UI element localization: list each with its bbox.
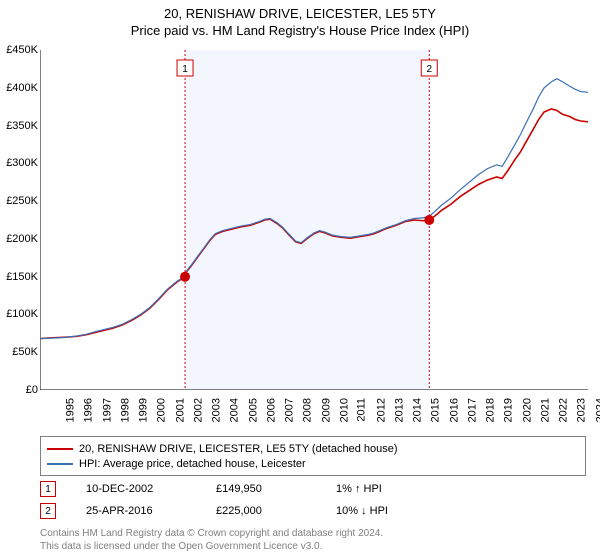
- x-tick-label: 1996: [83, 398, 95, 422]
- sales-row-date: 25-APR-2016: [86, 505, 216, 517]
- chart-container: 20, RENISHAW DRIVE, LEICESTER, LE5 5TY P…: [0, 0, 600, 560]
- y-tick-label: £350K: [2, 120, 38, 132]
- footer-line2: This data is licensed under the Open Gov…: [40, 541, 383, 554]
- x-tick-label: 2024: [594, 398, 600, 422]
- shade-band: [185, 50, 429, 390]
- sale-dot: [180, 272, 190, 282]
- y-tick-label: £150K: [2, 271, 38, 283]
- x-tick-label: 2014: [412, 398, 424, 422]
- title-block: 20, RENISHAW DRIVE, LEICESTER, LE5 5TY P…: [0, 0, 600, 38]
- y-tick-label: £400K: [2, 82, 38, 94]
- x-tick-label: 2019: [503, 398, 515, 422]
- x-tick-label: 2000: [156, 398, 168, 422]
- price-chart: 12: [40, 50, 588, 390]
- title-subtitle: Price paid vs. HM Land Registry's House …: [0, 23, 600, 38]
- x-tick-label: 2017: [466, 398, 478, 422]
- footer-line1: Contains HM Land Registry data © Crown c…: [40, 528, 383, 541]
- title-address: 20, RENISHAW DRIVE, LEICESTER, LE5 5TY: [0, 6, 600, 21]
- sales-row: 2 25-APR-2016£225,00010% ↓ HPI: [40, 500, 456, 522]
- y-tick-label: £200K: [2, 233, 38, 245]
- x-tick-label: 2002: [192, 398, 204, 422]
- sales-row-price: £225,000: [216, 505, 336, 517]
- y-tick-label: £300K: [2, 157, 38, 169]
- x-tick-label: 2023: [576, 398, 588, 422]
- sales-row-marker: 2: [40, 503, 56, 519]
- x-tick-label: 2011: [356, 398, 368, 422]
- x-tick-label: 2021: [539, 398, 551, 422]
- x-tick-label: 2016: [448, 398, 460, 422]
- legend: 20, RENISHAW DRIVE, LEICESTER, LE5 5TY (…: [40, 436, 586, 476]
- footer-attribution: Contains HM Land Registry data © Crown c…: [40, 528, 383, 553]
- x-tick-label: 2020: [521, 398, 533, 422]
- sale-marker-number: 2: [426, 64, 432, 75]
- x-tick-label: 1997: [101, 398, 113, 422]
- y-tick-label: £0: [2, 384, 38, 396]
- x-tick-label: 2007: [284, 398, 296, 422]
- sales-row-delta: 10% ↓ HPI: [336, 505, 456, 517]
- x-tick-label: 2018: [485, 398, 497, 422]
- legend-swatch: [47, 448, 73, 450]
- y-tick-label: £100K: [2, 308, 38, 320]
- x-tick-label: 2006: [265, 398, 277, 422]
- y-tick-label: £250K: [2, 195, 38, 207]
- x-tick-label: 2008: [302, 398, 314, 422]
- y-tick-label: £50K: [2, 346, 38, 358]
- sales-row-delta: 1% ↑ HPI: [336, 483, 456, 495]
- sales-row-marker: 1: [40, 481, 56, 497]
- x-tick-label: 2015: [430, 398, 442, 422]
- x-tick-label: 2003: [211, 398, 223, 422]
- x-tick-label: 2005: [247, 398, 259, 422]
- x-tick-label: 2010: [338, 398, 350, 422]
- x-tick-label: 2022: [558, 398, 570, 422]
- legend-label: HPI: Average price, detached house, Leic…: [79, 458, 306, 470]
- x-tick-label: 2009: [320, 398, 332, 422]
- x-tick-label: 1995: [64, 398, 76, 422]
- x-tick-label: 2013: [393, 398, 405, 422]
- sale-marker-number: 1: [182, 64, 188, 75]
- x-tick-label: 1999: [138, 398, 150, 422]
- x-tick-label: 2012: [375, 398, 387, 422]
- legend-item: 20, RENISHAW DRIVE, LEICESTER, LE5 5TY (…: [47, 441, 579, 456]
- sales-row: 1 10-DEC-2002£149,9501% ↑ HPI: [40, 478, 456, 500]
- legend-item: HPI: Average price, detached house, Leic…: [47, 456, 579, 471]
- legend-label: 20, RENISHAW DRIVE, LEICESTER, LE5 5TY (…: [79, 443, 398, 455]
- sales-row-date: 10-DEC-2002: [86, 483, 216, 495]
- y-tick-label: £450K: [2, 44, 38, 56]
- legend-swatch: [47, 463, 73, 465]
- sale-dot: [424, 215, 434, 225]
- x-tick-label: 1998: [119, 398, 131, 422]
- x-tick-label: 2004: [229, 398, 241, 422]
- sales-row-price: £149,950: [216, 483, 336, 495]
- x-tick-label: 2001: [174, 398, 186, 422]
- sales-table: 1 10-DEC-2002£149,9501% ↑ HPI 2 25-APR-2016…: [40, 478, 456, 522]
